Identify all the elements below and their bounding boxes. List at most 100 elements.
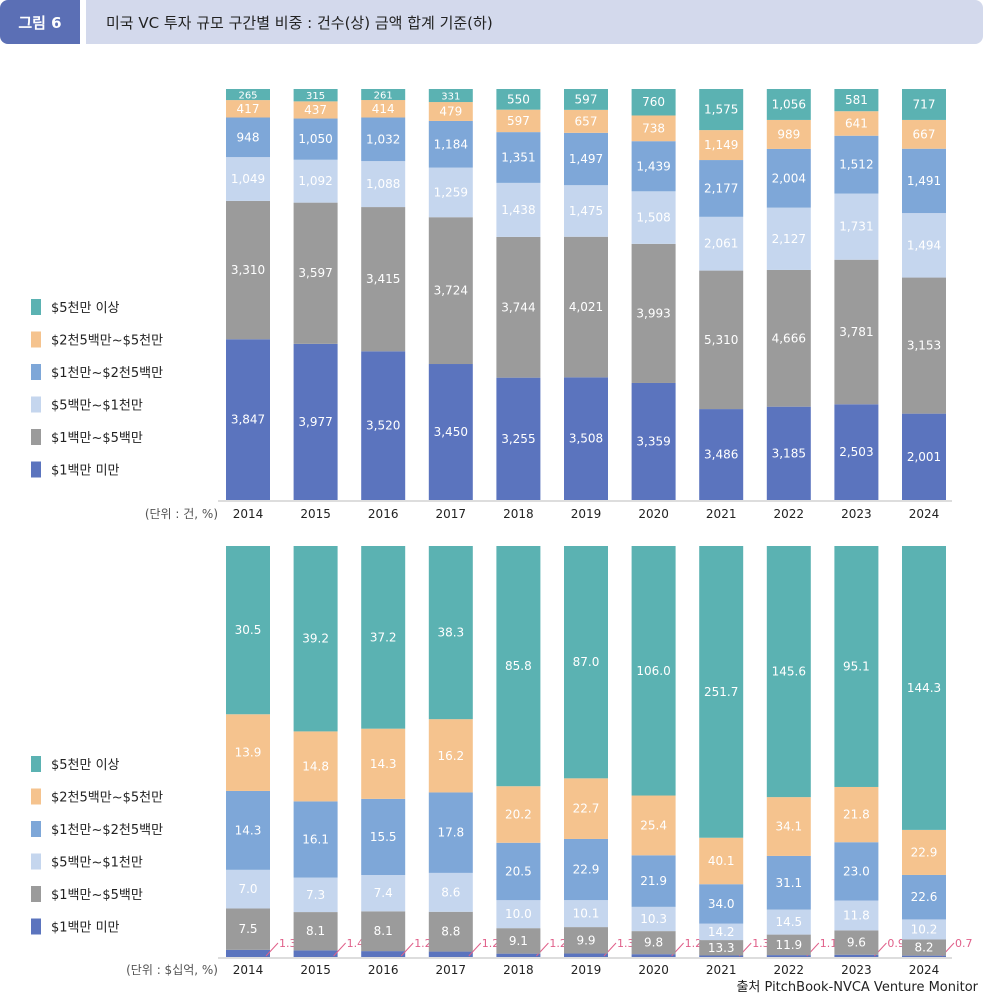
bar-segment bbox=[834, 842, 879, 901]
bar-segment bbox=[631, 931, 676, 955]
bar-segment bbox=[293, 118, 338, 160]
data-label: 38.3 bbox=[437, 626, 464, 640]
data-label: 22.7 bbox=[573, 802, 600, 816]
bar-segment bbox=[766, 955, 811, 957]
legend-swatch bbox=[31, 429, 41, 445]
bar-segment bbox=[766, 855, 811, 910]
data-label: 3,520 bbox=[366, 419, 400, 433]
bar-segment bbox=[834, 900, 879, 931]
data-label: 1,439 bbox=[636, 159, 670, 173]
data-label: 331 bbox=[441, 92, 460, 103]
data-label: 9.8 bbox=[644, 936, 663, 950]
data-label: 8.8 bbox=[441, 925, 460, 939]
bar-segment bbox=[293, 89, 338, 102]
data-label: 1,508 bbox=[636, 211, 670, 225]
bar-segment bbox=[361, 874, 406, 912]
data-label: 1,049 bbox=[231, 172, 265, 186]
x-tick-label: 2019 bbox=[571, 507, 602, 521]
data-label: 261 bbox=[374, 91, 393, 102]
leader-line bbox=[265, 942, 279, 957]
data-label: 21.8 bbox=[843, 808, 870, 822]
bar-segment bbox=[361, 161, 406, 208]
data-label: 30.5 bbox=[235, 623, 262, 637]
bar-segment bbox=[699, 884, 744, 924]
data-label: 760 bbox=[642, 95, 665, 109]
data-label: 16.1 bbox=[302, 832, 329, 846]
data-label: 8.6 bbox=[441, 885, 460, 899]
legend-label: $1천만~$2천5백만 bbox=[51, 823, 163, 838]
bar-segment bbox=[496, 953, 541, 957]
data-label: 40.1 bbox=[708, 854, 735, 868]
data-label: 13.3 bbox=[708, 941, 735, 955]
data-label: 3,310 bbox=[231, 263, 265, 277]
bar-segment bbox=[699, 546, 744, 838]
x-tick-label: 2014 bbox=[233, 963, 264, 977]
data-label: 5,310 bbox=[704, 333, 738, 347]
data-label: 2,001 bbox=[907, 450, 941, 464]
data-label: 7.5 bbox=[238, 922, 257, 936]
bar-segment bbox=[564, 900, 608, 928]
bar-segment bbox=[766, 406, 811, 500]
data-label: 37.2 bbox=[370, 630, 397, 644]
data-label: 437 bbox=[304, 103, 327, 117]
data-label: 265 bbox=[238, 91, 257, 102]
data-label: 9.1 bbox=[509, 934, 528, 948]
bar-segment bbox=[226, 790, 270, 870]
x-tick-label: 2023 bbox=[841, 507, 872, 521]
bar-segment bbox=[496, 842, 541, 901]
legend-swatch bbox=[31, 396, 41, 413]
data-label: 3,597 bbox=[298, 266, 332, 280]
bar-segment bbox=[699, 160, 744, 217]
bar-segment bbox=[834, 954, 879, 957]
bar-segment bbox=[902, 89, 946, 120]
bar-segment bbox=[496, 182, 541, 237]
legend-swatch bbox=[31, 331, 41, 348]
bar-segment bbox=[834, 111, 879, 136]
data-label: 641 bbox=[845, 116, 868, 130]
data-label: 1.3 bbox=[617, 937, 635, 950]
data-label: 11.9 bbox=[775, 938, 802, 952]
data-label: 0.7 bbox=[955, 937, 973, 950]
legend-label: $5백만~$1천만 bbox=[51, 399, 143, 414]
bar-segment bbox=[902, 939, 946, 956]
bar-segment bbox=[226, 200, 270, 340]
data-label: 14.3 bbox=[235, 823, 262, 837]
data-label: 550 bbox=[507, 92, 530, 106]
legend-label: $1천만~$2천5백만 bbox=[51, 366, 163, 381]
bar-segment bbox=[766, 546, 811, 798]
x-tick-label: 2017 bbox=[436, 507, 467, 521]
data-label: 2,177 bbox=[704, 181, 738, 195]
data-label: 1,184 bbox=[434, 137, 468, 151]
data-label: 717 bbox=[913, 97, 936, 111]
bar-segment bbox=[631, 954, 676, 957]
data-label: 22.6 bbox=[911, 890, 938, 904]
data-label: 95.1 bbox=[843, 659, 870, 673]
legend-label: $2천5백만~$5천만 bbox=[51, 334, 163, 349]
x-tick-label: 2014 bbox=[233, 507, 264, 521]
data-label: 3,847 bbox=[231, 413, 265, 427]
bar-segment bbox=[226, 869, 270, 909]
unit-note: (단위 : $십억, %) bbox=[126, 963, 218, 977]
data-label: 16.2 bbox=[437, 749, 464, 763]
legend-label: $5천만 이상 bbox=[51, 758, 120, 773]
bar-segment bbox=[496, 89, 541, 110]
data-label: 1.1 bbox=[820, 937, 838, 950]
bar-segment bbox=[496, 928, 541, 954]
bar-segment bbox=[564, 236, 608, 378]
data-label: 1,032 bbox=[366, 132, 400, 146]
x-tick-label: 2021 bbox=[706, 507, 737, 521]
bar-segment bbox=[293, 877, 338, 913]
data-label: 1,475 bbox=[569, 204, 603, 218]
data-label: 2,503 bbox=[839, 445, 873, 459]
bar-segment bbox=[699, 409, 744, 500]
unit-note: (단위 : 건, %) bbox=[145, 507, 218, 521]
bar-segment bbox=[428, 102, 473, 121]
x-tick-label: 2015 bbox=[300, 507, 331, 521]
data-label: 479 bbox=[439, 104, 462, 118]
data-label: 1,731 bbox=[839, 220, 873, 234]
bar-segment bbox=[564, 109, 608, 133]
data-label: 14.3 bbox=[370, 757, 397, 771]
data-label: 23.0 bbox=[843, 864, 870, 878]
bar-segment bbox=[699, 216, 744, 271]
bar-segment bbox=[564, 778, 608, 839]
